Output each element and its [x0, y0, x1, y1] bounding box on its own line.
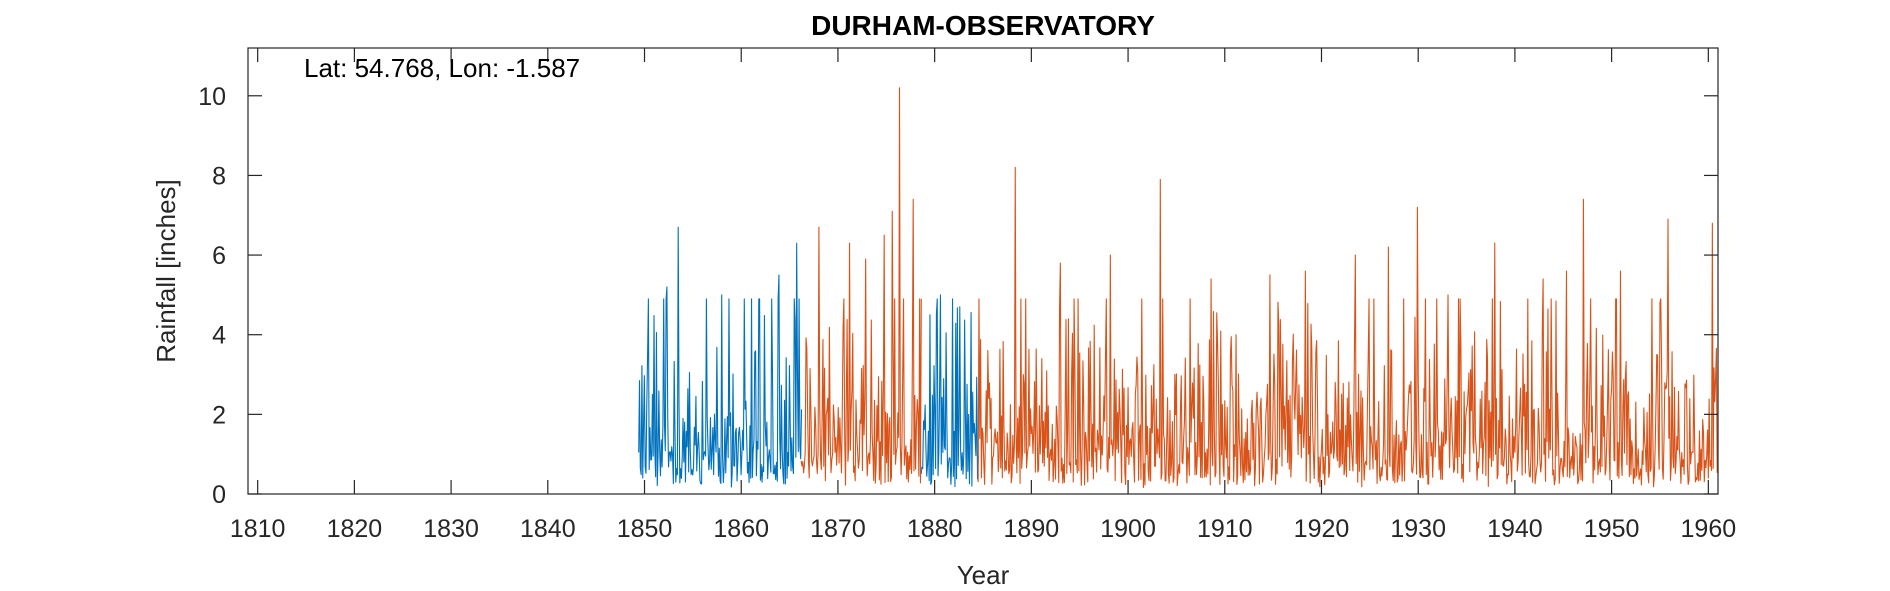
x-tick-label: 1960	[1681, 515, 1737, 543]
chart-title: DURHAM-OBSERVATORY	[811, 10, 1155, 41]
axes-box	[247, 47, 1719, 495]
y-tick-label: 10	[198, 83, 226, 111]
x-axis-label: Year	[957, 560, 1010, 590]
plot-area	[248, 48, 1718, 494]
x-tick-label: 1880	[907, 515, 963, 543]
series-1-segment-2	[920, 294, 979, 488]
location-annotation: Lat: 54.768, Lon: -1.587	[304, 53, 580, 83]
x-tick-label: 1920	[1294, 515, 1350, 543]
x-tick-label: 1810	[230, 515, 286, 543]
x-tick-label: 1940	[1487, 515, 1543, 543]
y-tick-label: 6	[212, 242, 226, 270]
x-tick-label: 1840	[520, 515, 576, 543]
series-1-segment-1	[638, 226, 803, 488]
y-tick-label: 4	[212, 322, 226, 350]
plot-background	[248, 48, 1718, 494]
x-tick-label: 1870	[810, 515, 866, 543]
x-tick-label: 1850	[617, 515, 673, 543]
x-tick-label: 1890	[1004, 515, 1060, 543]
y-tick-label: 0	[212, 481, 226, 509]
x-tick-label: 1950	[1584, 515, 1640, 543]
x-tick-label: 1900	[1100, 515, 1156, 543]
y-tick-label: 2	[212, 401, 226, 429]
axes: 1810 1820 1830 1840 1850 1860 1870 1880 1890 1900…	[198, 47, 1737, 543]
series-2-segment-1	[800, 87, 922, 486]
series-2-segment-2	[977, 166, 1718, 489]
x-tick-label: 1910	[1197, 515, 1253, 543]
series-lines	[638, 87, 1718, 489]
y-tick-label: 8	[212, 162, 226, 190]
y-axis-label: Rainfall [inches]	[151, 179, 181, 363]
x-tick-label: 1930	[1390, 515, 1446, 543]
x-tick-label: 1820	[327, 515, 383, 543]
x-tick-label: 1830	[423, 515, 479, 543]
x-tick-label: 1860	[713, 515, 769, 543]
